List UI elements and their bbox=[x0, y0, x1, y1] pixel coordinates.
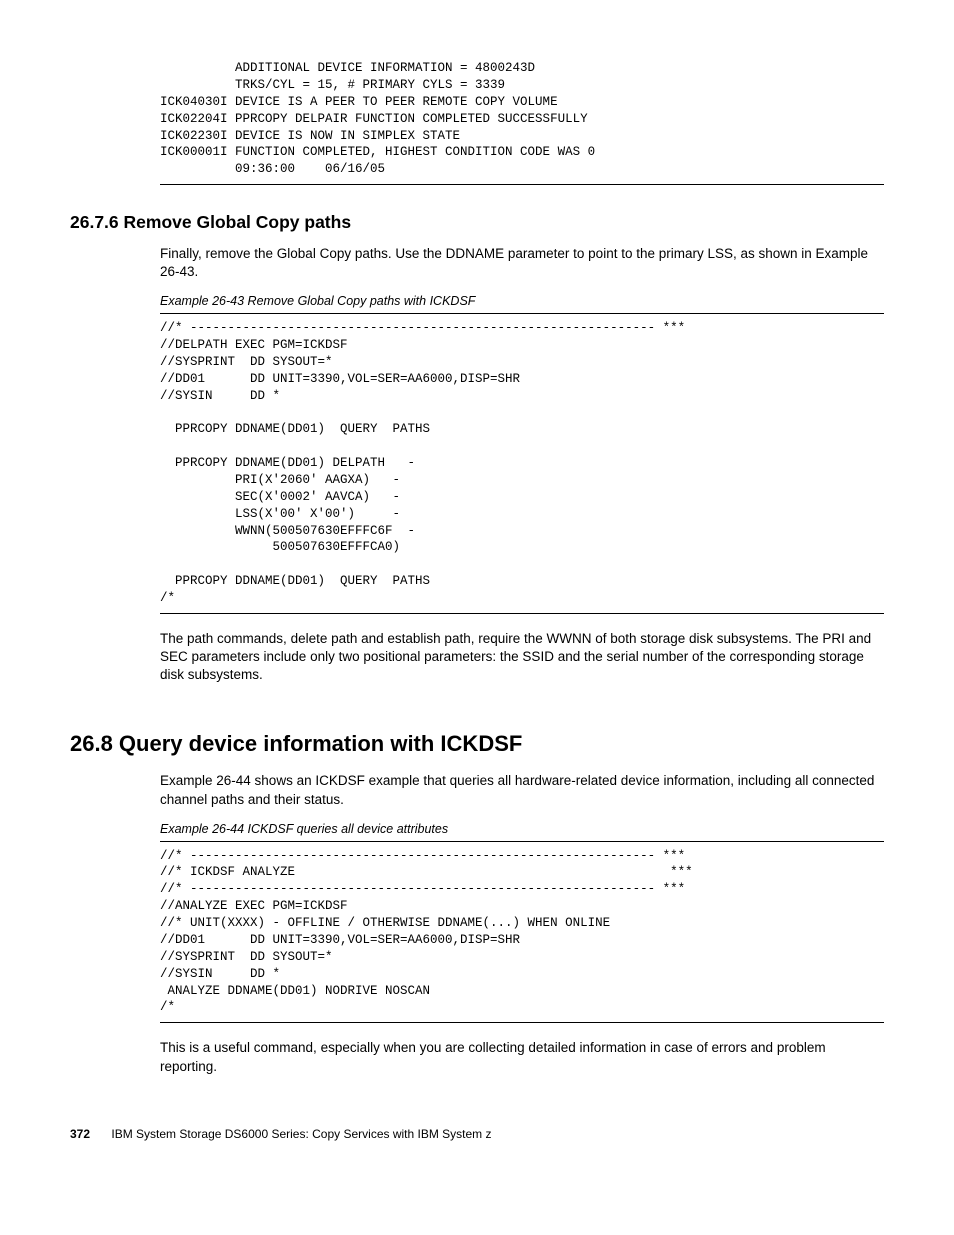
code-block-divider bbox=[160, 184, 884, 185]
page-number: 372 bbox=[70, 1126, 90, 1142]
top-code-block: ADDITIONAL DEVICE INFORMATION = 4800243D… bbox=[160, 60, 884, 178]
para-2676-2: The path commands, delete path and estab… bbox=[160, 630, 884, 685]
para-2676-1: Finally, remove the Global Copy paths. U… bbox=[160, 245, 884, 281]
heading-26-7-6: 26.7.6 Remove Global Copy paths bbox=[70, 211, 884, 235]
para-268-1: Example 26-44 shows an ICKDSF example th… bbox=[160, 772, 884, 808]
para-268-2: This is a useful command, especially whe… bbox=[160, 1039, 884, 1075]
heading-26-8: 26.8 Query device information with ICKDS… bbox=[70, 729, 884, 759]
book-title: IBM System Storage DS6000 Series: Copy S… bbox=[111, 1127, 491, 1141]
example-26-44-code: //* ------------------------------------… bbox=[160, 841, 884, 1024]
example-26-43-code: //* ------------------------------------… bbox=[160, 313, 884, 614]
page-footer: 372 IBM System Storage DS6000 Series: Co… bbox=[70, 1126, 884, 1142]
example-caption-26-44: Example 26-44 ICKDSF queries all device … bbox=[160, 821, 884, 838]
example-caption-26-43: Example 26-43 Remove Global Copy paths w… bbox=[160, 293, 884, 310]
